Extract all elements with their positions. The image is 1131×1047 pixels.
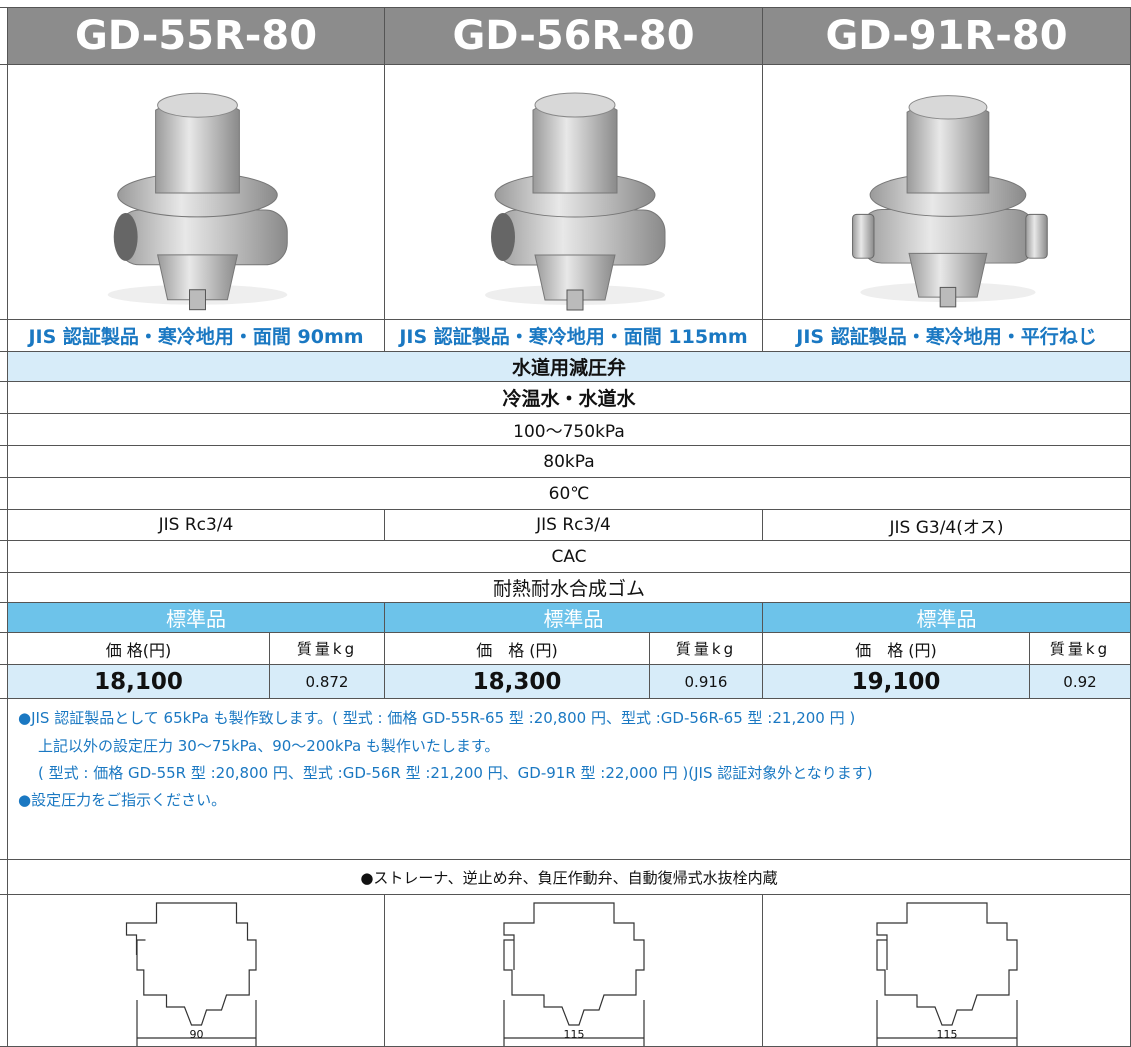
product-photo xyxy=(107,92,288,311)
shape xyxy=(1025,213,1048,259)
dimension-label: 115 xyxy=(936,1028,958,1041)
stub-cell xyxy=(0,699,8,860)
shape xyxy=(566,289,584,311)
feature-line: ●ストレーナ、逆止め弁、負圧作動弁、自動復帰式水抜栓内蔵 xyxy=(8,860,1131,895)
product-subtitle: JIS 認証製品・寒冷地用・面間 90mm xyxy=(8,320,385,352)
top-border xyxy=(0,7,1131,8)
shape xyxy=(534,92,616,118)
stub-cell xyxy=(0,510,8,541)
price: 18,100 xyxy=(8,665,270,699)
connection: JIS Rc3/4 xyxy=(8,510,385,541)
weight-header: 質量kg xyxy=(650,633,763,665)
category-header: 標準品 xyxy=(8,603,385,633)
category-header: 標準品 xyxy=(385,603,763,633)
category-header: 標準品 xyxy=(763,603,1131,633)
model-header: GD-91R-80 xyxy=(763,8,1131,65)
shape xyxy=(876,902,1018,1046)
stub-cell xyxy=(0,320,8,352)
product-photo-cell xyxy=(8,65,385,320)
note-line: ( 型式 : 価格 GD-55R 型 :20,800 円、型式 :GD-56R … xyxy=(38,764,873,782)
stub-cell xyxy=(0,382,8,414)
product-photo xyxy=(852,95,1048,308)
shape xyxy=(876,902,1018,1026)
stub-cell xyxy=(0,573,8,603)
drawing-cell: 115 xyxy=(385,895,763,1047)
spec-row: 100〜750kPa xyxy=(8,414,1131,446)
product-photo-cell xyxy=(763,65,1131,320)
model-header: GD-56R-80 xyxy=(385,8,763,65)
shape xyxy=(939,286,957,308)
weight: 0.92 xyxy=(1030,665,1131,699)
price-header: 価 格(円) xyxy=(8,633,270,665)
shape xyxy=(534,254,616,301)
shape xyxy=(157,92,238,118)
spec-row: 60℃ xyxy=(8,478,1131,510)
spec-row: 冷温水・水道水 xyxy=(8,382,1131,414)
price: 19,100 xyxy=(763,665,1030,699)
dimension-drawing xyxy=(503,902,645,1046)
weight-header: 質量kg xyxy=(1030,633,1131,665)
note-line: ●設定圧力をご指示ください。 xyxy=(18,791,227,809)
notes-block: ●JIS 認証製品として 65kPa も製作致します。( 型式 : 価格 GD-… xyxy=(8,699,1131,860)
stub-cell xyxy=(0,895,8,1047)
connection: JIS Rc3/4 xyxy=(385,510,763,541)
stub-cell xyxy=(0,633,8,665)
shape xyxy=(125,902,257,1026)
weight: 0.872 xyxy=(270,665,385,699)
product-photo-cell xyxy=(385,65,763,320)
price-header: 価 格 (円) xyxy=(763,633,1030,665)
weight: 0.916 xyxy=(650,665,763,699)
stub-cell xyxy=(0,478,8,510)
shape xyxy=(113,212,138,261)
stub-cell xyxy=(0,541,8,573)
shape xyxy=(125,902,257,1046)
spec-row: CAC xyxy=(8,541,1131,573)
shape xyxy=(189,289,206,311)
product-subtitle: JIS 認証製品・寒冷地用・平行ねじ xyxy=(763,320,1131,352)
stub-cell xyxy=(0,446,8,478)
connection: JIS G3/4(オス) xyxy=(763,510,1131,541)
spec-row: 耐熱耐水合成ゴム xyxy=(8,573,1131,603)
dimension-drawing xyxy=(876,902,1018,1046)
shape xyxy=(503,902,645,1046)
price: 18,300 xyxy=(385,665,650,699)
spec-row: 水道用減圧弁 xyxy=(8,352,1131,382)
stub-cell xyxy=(0,665,8,699)
note-line: 上記以外の設定圧力 30〜75kPa、90〜200kPa も製作いたします。 xyxy=(38,737,500,755)
stub-cell xyxy=(0,603,8,633)
product-photo xyxy=(485,92,666,311)
shape xyxy=(852,213,875,259)
price-header: 価 格 (円) xyxy=(385,633,650,665)
drawing-cell: 90 xyxy=(8,895,385,1047)
stub-cell xyxy=(0,860,8,895)
dimension-label: 115 xyxy=(563,1028,585,1041)
shape xyxy=(156,254,239,301)
drawing-cell: 115 xyxy=(763,895,1131,1047)
stub-cell xyxy=(0,414,8,446)
product-subtitle: JIS 認証製品・寒冷地用・面間 115mm xyxy=(385,320,763,352)
shape xyxy=(503,902,645,1026)
stub-cell xyxy=(0,8,8,65)
dimension-drawing xyxy=(125,902,257,1046)
model-header: GD-55R-80 xyxy=(8,8,385,65)
stub-cell xyxy=(0,352,8,382)
stub-cell xyxy=(0,65,8,320)
shape xyxy=(908,252,988,298)
shape xyxy=(491,213,515,261)
note-line: ●JIS 認証製品として 65kPa も製作致します。( 型式 : 価格 GD-… xyxy=(18,709,856,727)
shape xyxy=(908,95,988,120)
spec-row: 80kPa xyxy=(8,446,1131,478)
weight-header: 質量kg xyxy=(270,633,385,665)
dimension-label: 90 xyxy=(189,1028,204,1041)
